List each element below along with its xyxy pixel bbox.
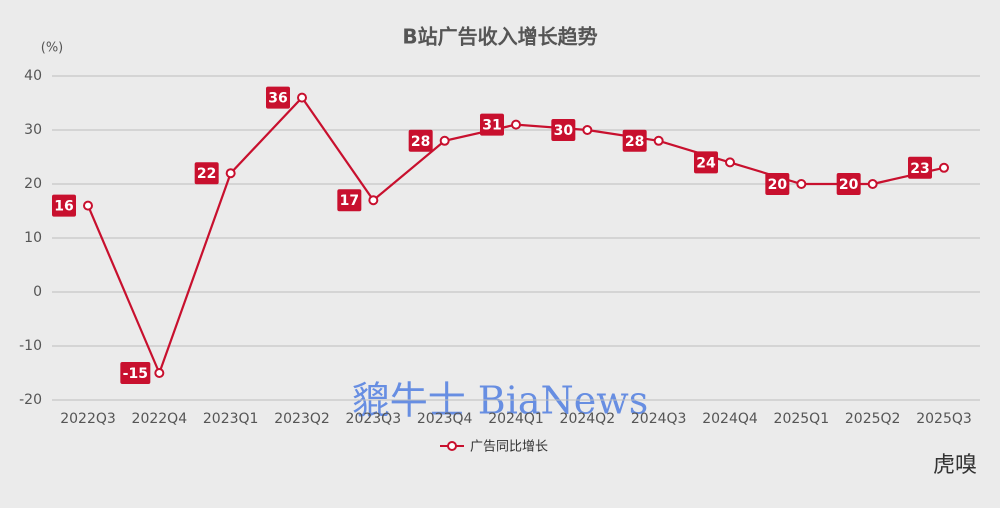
label-box	[408, 129, 433, 152]
data-label: -15	[123, 366, 148, 382]
y-tick-label: 10	[24, 230, 42, 246]
data-label: 23	[910, 161, 929, 177]
label-box	[694, 151, 718, 174]
x-tick-label: 2024Q3	[631, 411, 687, 427]
data-point	[83, 200, 93, 211]
y-tick-label: -10	[19, 338, 42, 354]
y-axis-label: (%)	[41, 41, 64, 56]
chart-title: B站广告收入增长趋势	[402, 25, 597, 49]
data-label: 30	[554, 123, 574, 139]
data-point	[582, 125, 593, 135]
x-tick-label: 2023Q3	[346, 411, 402, 427]
y-tick-label: -20	[19, 392, 42, 408]
legend-label: 广告同比增长	[470, 440, 548, 455]
x-tick-label: 2024Q2	[560, 411, 616, 427]
x-tick-label: 2024Q4	[702, 411, 758, 427]
x-tick-label: 2023Q1	[203, 411, 259, 427]
y-tick-label: 20	[24, 176, 42, 192]
data-point	[725, 157, 735, 168]
data-point	[154, 368, 165, 378]
data-point	[939, 162, 949, 173]
label-box	[337, 189, 362, 212]
data-label: 17	[340, 193, 359, 209]
x-tick-label: 2024Q1	[488, 411, 544, 427]
data-label: 36	[268, 91, 287, 107]
label-box	[765, 173, 790, 195]
data-point	[297, 92, 307, 103]
label-box	[120, 362, 151, 384]
x-tick-label: 2022Q4	[132, 411, 188, 427]
x-tick-label: 2025Q2	[845, 411, 901, 427]
data-label: 28	[411, 134, 430, 150]
data-point	[867, 179, 878, 189]
y-tick-label: 40	[24, 68, 42, 84]
x-tick-label: 2025Q3	[916, 411, 972, 427]
brand-logo: 虎嗅	[933, 453, 977, 478]
data-label: 16	[54, 199, 73, 215]
x-tick-label: 2022Q3	[60, 411, 116, 427]
data-label: 20	[839, 177, 859, 193]
data-point	[796, 179, 807, 189]
y-tick-label: 30	[24, 122, 42, 138]
label-box	[836, 173, 861, 195]
data-point	[653, 135, 664, 146]
data-point	[368, 195, 379, 206]
data-label: 22	[197, 166, 216, 182]
label-box	[194, 162, 219, 185]
data-point	[225, 168, 236, 179]
data-point	[439, 135, 450, 146]
x-tick-label: 2025Q1	[774, 411, 830, 427]
x-tick-label: 2023Q4	[417, 411, 473, 427]
data-label: 31	[482, 118, 501, 134]
x-tick-label: 2023Q2	[274, 411, 330, 427]
label-box	[480, 113, 504, 136]
data-label: 20	[768, 177, 788, 193]
label-box	[266, 86, 290, 109]
label-box	[551, 119, 576, 141]
data-label: 28	[625, 134, 644, 150]
label-box	[52, 194, 76, 217]
y-tick-label: 0	[33, 284, 42, 300]
legend-marker	[447, 441, 457, 451]
data-point	[511, 119, 521, 130]
data-label: 24	[696, 155, 716, 171]
label-box	[622, 129, 647, 152]
label-box	[908, 156, 932, 179]
